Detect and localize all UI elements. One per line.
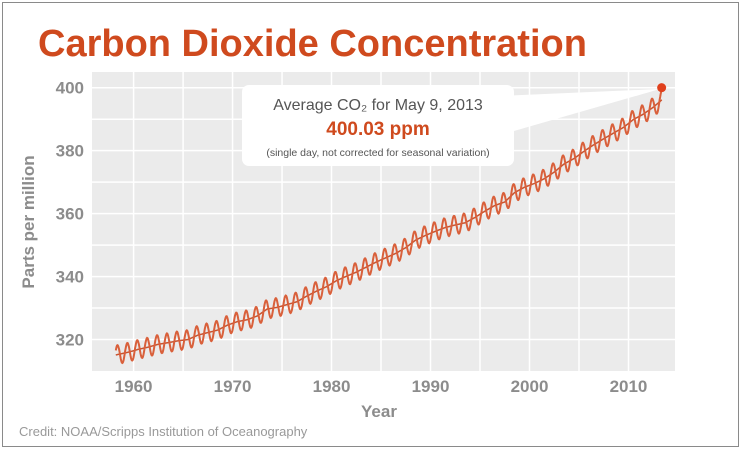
callout-box [242,85,514,166]
y-tick-label: 360 [56,205,84,224]
callout-pointer [500,89,660,135]
callout-title: Average CO₂ for May 9, 2013 [273,97,483,114]
x-tick-label: 1980 [313,377,351,396]
x-tick-label: 2000 [511,377,549,396]
callout-note: (single day, not corrected for seasonal … [266,147,489,159]
x-tick-label: 1970 [214,377,252,396]
data-lines [114,89,663,365]
y-tick-label: 340 [56,268,84,287]
x-tick-label: 1960 [115,377,153,396]
x-axis: 1960 1970 1980 1990 2000 2010 [115,377,648,396]
y-axis: 320 340 360 380 400 [56,79,84,350]
annotation-callout: Average CO₂ for May 9, 2013 400.03 ppm (… [242,85,660,166]
credit-text: Credit: NOAA/Scripps Institution of Ocea… [19,424,308,439]
x-tick-label: 1990 [412,377,450,396]
y-axis-label: Parts per million [19,155,38,288]
seasonal-line [114,89,663,365]
x-axis-label: Year [361,402,397,421]
chart-title: Carbon Dioxide Concentration [38,23,587,65]
y-tick-label: 400 [56,79,84,98]
y-tick-label: 320 [56,331,84,350]
x-tick-label: 2010 [610,377,648,396]
y-tick-label: 380 [56,142,84,161]
highlight-point [657,83,667,93]
callout-value: 400.03 ppm [326,119,430,140]
